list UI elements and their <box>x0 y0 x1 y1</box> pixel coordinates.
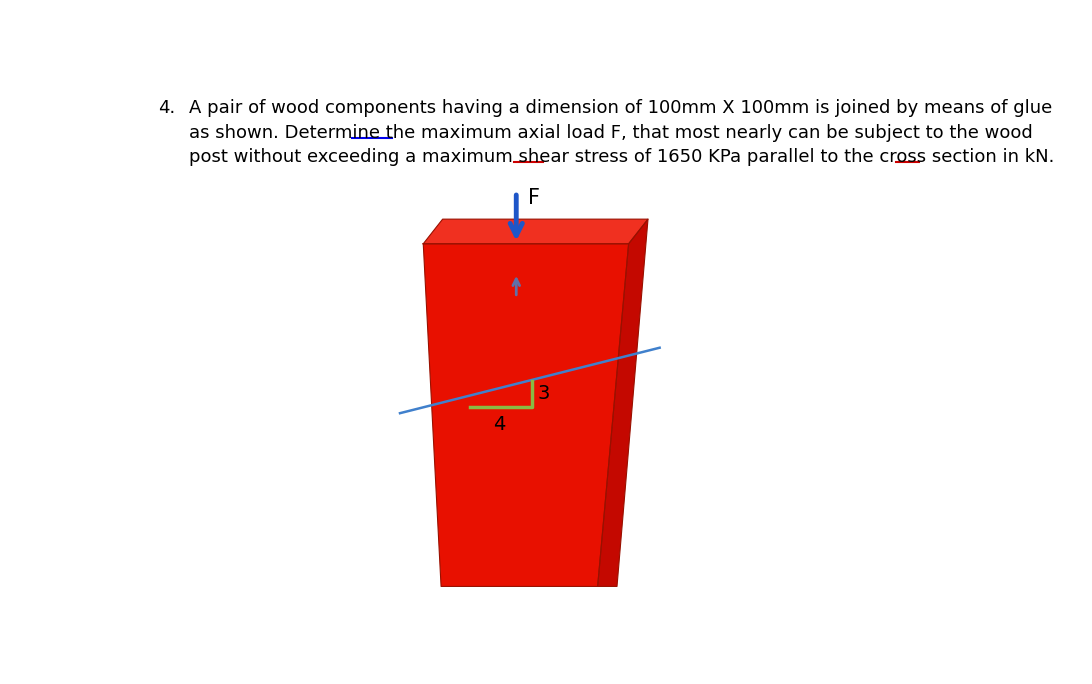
Polygon shape <box>597 219 648 586</box>
Text: A pair of wood components having a dimension of 100mm X 100mm is joined by means: A pair of wood components having a dimen… <box>189 99 1053 117</box>
Text: 4.: 4. <box>158 99 176 117</box>
Text: 3: 3 <box>538 384 550 404</box>
Text: F: F <box>527 188 539 209</box>
Polygon shape <box>424 244 629 586</box>
Polygon shape <box>424 219 648 244</box>
Text: post without exceeding a maximum shear stress of 1650 KPa parallel to the cross : post without exceeding a maximum shear s… <box>189 148 1055 166</box>
Text: 4: 4 <box>492 415 506 434</box>
Text: as shown. Determine the maximum axial load F, that most nearly can be subject to: as shown. Determine the maximum axial lo… <box>189 124 1033 142</box>
